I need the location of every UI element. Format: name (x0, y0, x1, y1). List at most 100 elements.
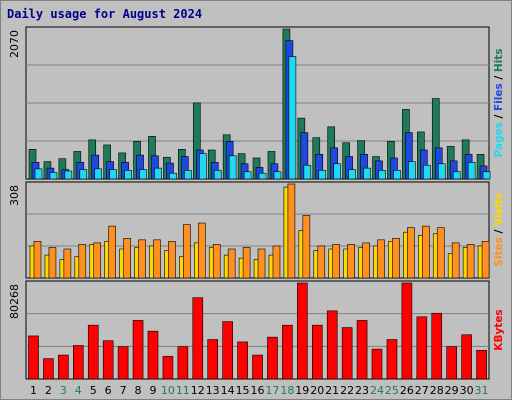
bar-sites-day-28 (436, 227, 445, 279)
bar-pages-day-20 (318, 170, 327, 180)
bar-kbytes-day-29 (446, 346, 457, 380)
bar-pages-day-2 (49, 172, 58, 180)
x-tick-label-15: 15 (236, 384, 250, 397)
bar-sites-day-6 (108, 225, 116, 279)
bar-kbytes-day-10 (162, 355, 174, 380)
x-tick-label-31: 31 (475, 384, 489, 397)
x-tick-label-2: 2 (45, 384, 52, 397)
bar-pages-day-3 (64, 170, 73, 180)
bar-sites-day-3 (63, 248, 72, 279)
x-tick-label-13: 13 (206, 384, 220, 397)
x-tick-label-1: 1 (30, 384, 37, 397)
bar-pages-day-25 (393, 170, 401, 180)
x-tick-label-28: 28 (430, 384, 444, 397)
x-tick-label-21: 21 (325, 384, 339, 397)
x-tick-label-14: 14 (221, 384, 235, 397)
bar-kbytes-day-9 (147, 330, 159, 380)
bar-sites-day-23 (362, 242, 370, 279)
x-tick-label-27: 27 (415, 384, 429, 397)
bar-sites-day-24 (377, 239, 385, 279)
x-tick-label-5: 5 (90, 384, 97, 397)
bar-pages-day-15 (243, 171, 252, 180)
bar-kbytes-day-24 (371, 348, 383, 380)
bar-kbytes-day-23 (356, 320, 368, 380)
bar-kbytes-day-27 (416, 316, 428, 380)
bar-sites-day-4 (78, 244, 87, 279)
x-tick-label-4: 4 (75, 384, 82, 397)
legend-pages-files-hits-part: Pages (493, 122, 505, 157)
legend-sites-visits-part: Visits (493, 193, 505, 226)
legend-sites-visits-part: Sites (493, 237, 505, 267)
bar-sites-day-5 (93, 242, 102, 279)
x-tick-label-12: 12 (191, 384, 205, 397)
x-tick-label-26: 26 (400, 384, 414, 397)
bar-kbytes-day-30 (461, 334, 472, 380)
bar-pages-day-23 (363, 167, 371, 180)
bar-sites-day-26 (407, 227, 415, 279)
bar-pages-day-12 (198, 153, 207, 180)
bar-pages-day-28 (437, 163, 446, 180)
legend-sites-visits: Sites / Visits (493, 193, 505, 266)
bar-pages-day-4 (79, 169, 88, 180)
bar-sites-day-11 (183, 224, 191, 279)
bar-kbytes-day-4 (73, 345, 84, 380)
legend-pages-files-hits: Pages / Files / Hits (493, 48, 505, 157)
bar-sites-day-9 (153, 239, 161, 279)
bar-kbytes-day-31 (476, 349, 487, 380)
bar-kbytes-day-8 (132, 320, 144, 380)
bar-kbytes-day-26 (401, 282, 413, 380)
bar-sites-day-14 (227, 248, 236, 279)
x-tick-label-24: 24 (370, 384, 384, 397)
bar-sites-day-27 (422, 225, 430, 279)
bar-sites-day-31 (481, 241, 490, 279)
x-tick-label-3: 3 (60, 384, 67, 397)
bar-sites-day-12 (197, 222, 206, 279)
bar-sites-day-22 (347, 244, 355, 279)
x-tick-label-22: 22 (340, 384, 354, 397)
bar-sites-day-19 (302, 215, 311, 279)
x-tick-label-18: 18 (280, 384, 294, 397)
bar-kbytes-day-21 (326, 310, 338, 380)
bar-pages-day-30 (467, 162, 476, 180)
bar-kbytes-day-7 (117, 346, 129, 380)
bar-sites-day-29 (451, 242, 460, 279)
bar-kbytes-day-13 (207, 339, 219, 380)
x-tick-label-9: 9 (149, 384, 156, 397)
bar-kbytes-day-18 (282, 324, 293, 380)
legend-pages-files-hits-part: / (493, 111, 505, 122)
bar-pages-day-8 (139, 169, 147, 180)
bar-kbytes-day-6 (102, 340, 114, 380)
bar-kbytes-day-2 (43, 358, 54, 380)
bar-sites-day-16 (257, 248, 266, 279)
x-tick-label-8: 8 (135, 384, 142, 397)
bar-sites-day-25 (392, 238, 400, 279)
chart-title: Daily usage for August 2024 (7, 7, 203, 21)
bar-kbytes-day-17 (267, 336, 278, 380)
x-tick-label-6: 6 (105, 384, 112, 397)
bar-sites-day-10 (168, 241, 176, 279)
bar-sites-day-17 (272, 245, 281, 279)
bar-pages-day-29 (452, 171, 461, 180)
bar-sites-day-1 (33, 241, 42, 279)
bar-pages-day-31 (482, 171, 491, 180)
x-tick-label-30: 30 (460, 384, 474, 397)
bar-kbytes-day-19 (297, 282, 308, 380)
x-tick-label-19: 19 (295, 384, 309, 397)
bar-pages-day-26 (408, 161, 416, 180)
bar-pages-day-17 (273, 171, 282, 180)
bar-pages-day-10 (169, 172, 177, 180)
bar-pages-day-1 (34, 168, 43, 180)
panel-2-ymax-label: 80268 (8, 284, 21, 319)
x-tick-label-23: 23 (355, 384, 369, 397)
bar-pages-day-5 (94, 168, 103, 180)
x-tick-label-17: 17 (265, 384, 279, 397)
panel-1-ymax-label: 308 (8, 185, 21, 206)
bar-pages-day-21 (333, 163, 342, 180)
bar-kbytes-day-16 (252, 354, 263, 380)
bar-sites-day-15 (242, 247, 251, 279)
bar-sites-day-7 (123, 238, 131, 279)
bar-pages-day-13 (213, 170, 222, 180)
bar-kbytes-day-25 (386, 339, 398, 380)
legend-sites-visits-part: / (493, 226, 505, 237)
bar-kbytes-day-22 (341, 327, 353, 380)
